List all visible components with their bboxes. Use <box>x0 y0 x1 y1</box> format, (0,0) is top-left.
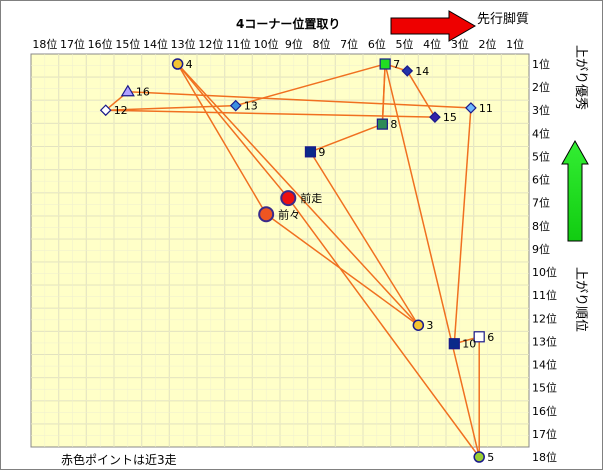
x-tick-label: 15位 <box>115 37 140 51</box>
y-tick-label: 16位 <box>532 404 557 418</box>
y-tick-label: 9位 <box>532 242 550 256</box>
y-tick-label: 10位 <box>532 265 557 279</box>
y-tick-label: 2位 <box>532 80 550 94</box>
point-label: 7 <box>393 58 400 71</box>
point-marker-triangle <box>120 84 135 97</box>
x-tick-label: 5位 <box>396 37 414 51</box>
point-marker-diamond <box>401 65 414 77</box>
point-marker-square <box>473 331 485 343</box>
point-marker-circle <box>473 451 485 463</box>
connector-line <box>176 63 267 215</box>
connector-line <box>177 63 289 199</box>
x-tick-label: 6位 <box>368 37 386 51</box>
point-label: 6 <box>487 331 494 344</box>
point-label: 3 <box>426 319 433 332</box>
recent-point-marker <box>280 190 297 207</box>
y-tick-label: 7位 <box>532 196 550 210</box>
y-tick-label: 15位 <box>532 381 557 395</box>
point-marker-circle <box>171 58 184 70</box>
x-tick-label: 11位 <box>226 37 251 51</box>
connector-line <box>310 123 383 153</box>
x-tick-label: 17位 <box>60 37 85 51</box>
point-label: 8 <box>390 118 397 131</box>
y-tick-label: 3位 <box>532 103 550 117</box>
chart-title: 4コーナー位置取り <box>236 16 340 31</box>
y-tick-label: 14位 <box>532 358 557 372</box>
point-marker-square <box>379 58 391 70</box>
y-tick-label: 6位 <box>532 173 550 187</box>
point-label: 9 <box>318 146 325 159</box>
x-tick-label: 13位 <box>171 37 196 51</box>
up-arrow-icon <box>561 139 589 242</box>
x-tick-label: 9位 <box>285 37 303 51</box>
x-tick-label: 10位 <box>254 37 279 51</box>
y-tick-label: 13位 <box>532 334 557 348</box>
point-label: 14 <box>415 65 429 78</box>
y-tick-label: 11位 <box>532 288 557 302</box>
point-label: 4 <box>186 58 193 71</box>
x-tick-label: 14位 <box>143 37 168 51</box>
x-tick-label: 12位 <box>198 37 223 51</box>
connector-line <box>265 213 419 326</box>
point-marker-diamond <box>465 102 477 114</box>
x-tick-label: 8位 <box>313 37 331 51</box>
point-label: 12 <box>114 104 128 117</box>
connector-line <box>127 90 471 109</box>
x-tick-label: 16位 <box>88 37 113 51</box>
point-marker-square <box>376 118 388 130</box>
point-label: 13 <box>244 100 258 113</box>
y-tick-label: 12位 <box>532 311 557 325</box>
y-tick-label: 5位 <box>532 149 550 163</box>
connector-line <box>105 109 435 118</box>
y-tick-label: 18位 <box>532 450 557 464</box>
y-tick-label: 8位 <box>532 219 550 233</box>
y-axis-ticks: 1位 2位 3位 4位 5位 6位 7位 8位 9位 10位 11位 12位 13位 14位 15位 16位 1… <box>532 57 557 464</box>
connector-line <box>287 197 480 458</box>
point-label: 15 <box>443 111 457 124</box>
point-marker-square <box>304 146 317 158</box>
connector-line <box>105 104 236 111</box>
connector-line <box>384 63 480 458</box>
x-axis-ticks: 18位 17位 16位 15位 14位 13位 12位 11位 10位 9位 8位 7位 6位 5位 4位 3… <box>32 37 524 51</box>
recent-point-marker <box>258 206 275 223</box>
right-arrow-icon <box>390 10 477 42</box>
point-label: 5 <box>487 451 494 464</box>
point-marker-diamond <box>429 111 441 124</box>
connector-line <box>406 70 436 118</box>
recent-point-label: 前々 <box>278 207 300 221</box>
x-tick-label: 7位 <box>340 37 358 51</box>
footnote: 赤色ポイントは近3走 <box>61 453 177 467</box>
connector-line <box>177 63 419 326</box>
connector-line <box>381 63 386 125</box>
x-arrow-label: 先行脚質 <box>477 11 529 27</box>
y-bottom-label: 上がり順位 <box>573 267 588 332</box>
point-marker-diamond <box>229 99 242 112</box>
point-marker-circle <box>412 319 425 331</box>
y-tick-label: 4位 <box>532 126 550 140</box>
recent-point-label: 前走 <box>300 191 322 205</box>
y-tick-label: 17位 <box>532 427 557 441</box>
y-tick-label: 1位 <box>532 57 550 71</box>
point-label: 16 <box>136 86 150 99</box>
x-tick-label: 3位 <box>451 37 469 51</box>
x-tick-label: 18位 <box>32 37 57 51</box>
connector-line <box>309 151 419 326</box>
connector-lines <box>105 63 480 458</box>
point-marker-diamond <box>99 104 112 117</box>
point-label: 11 <box>479 102 493 115</box>
point-label: 10 <box>462 338 476 351</box>
x-tick-label: 2位 <box>479 37 497 51</box>
y-top-label: 上がり優秀 <box>573 45 588 110</box>
x-tick-label: 4位 <box>423 37 441 51</box>
x-tick-label: 1位 <box>506 37 524 51</box>
point-marker-square <box>448 338 460 350</box>
connector-line <box>453 107 472 344</box>
